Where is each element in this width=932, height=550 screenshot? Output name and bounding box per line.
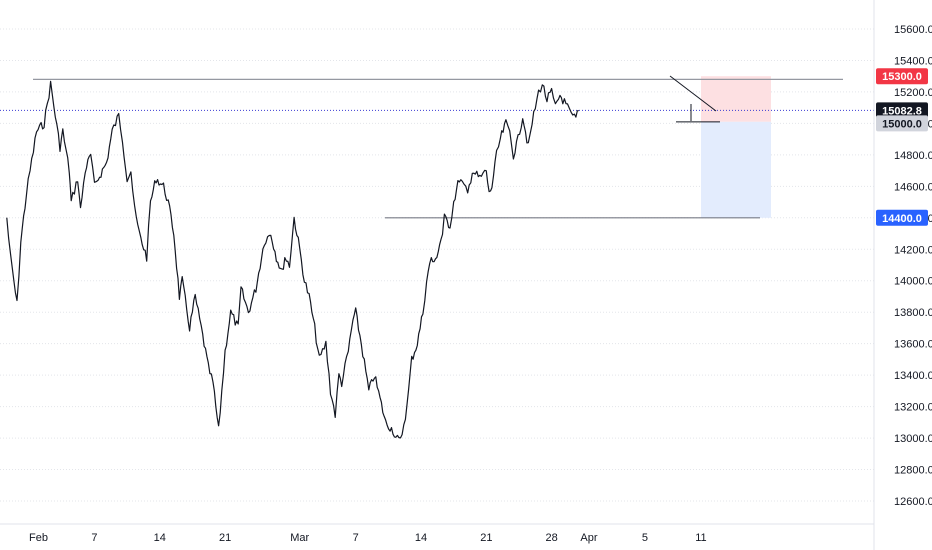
y-tick-label: 15400.0 [894, 55, 932, 67]
x-tick-label: 7 [353, 532, 359, 544]
risk-zone [701, 76, 771, 122]
position-zones [701, 76, 771, 218]
x-tick-label: 5 [642, 532, 648, 544]
price-line [6, 80, 579, 439]
stop-price-badge: 14400.0 [882, 213, 922, 225]
y-tick-label: 14200.0 [894, 244, 932, 256]
y-tick-label: 13800.0 [894, 307, 932, 319]
x-tick-label: 11 [695, 532, 706, 544]
y-tick-label: 12800.0 [894, 465, 932, 477]
x-tick-label: Mar [290, 532, 309, 544]
x-axis-ticks: Feb 7 14 21 Mar 7 14 21 28 Apr 5 11 [29, 532, 707, 544]
x-tick-label: 21 [219, 532, 231, 544]
y-tick-label: 14600.0 [894, 181, 932, 193]
x-tick-label: 21 [480, 532, 492, 544]
x-tick-label: 7 [91, 532, 97, 544]
reward-zone [701, 121, 771, 218]
x-tick-label: 28 [546, 532, 558, 544]
target-price-badge-bg [876, 68, 928, 85]
last-price-badge: 15082.8 [882, 105, 922, 117]
target-price-badge: 15300.0 [882, 71, 922, 83]
y-tick-label: 13200.0 [894, 402, 932, 414]
y-tick-label: 12600.0 [894, 496, 932, 508]
y-tick-label: 15600.0 [894, 24, 932, 36]
x-tick-label: Apr [580, 532, 597, 544]
x-tick-label: Feb [29, 532, 48, 544]
y-tick-label: 15200.0 [894, 87, 932, 99]
price-series [6, 80, 579, 439]
horizontal-levels [0, 78, 874, 219]
y-tick-label: 13600.0 [894, 339, 932, 351]
y-tick-label: 14000.0 [894, 276, 932, 288]
x-tick-label: 14 [154, 532, 166, 544]
last-price-badge-bg [876, 102, 928, 119]
y-tick-label: 13000.0 [894, 433, 932, 445]
level-price-badge: 15000.0 [882, 118, 922, 130]
flag-trendline [669, 75, 717, 112]
level-price-badge-bg [876, 115, 928, 132]
trend-drawings [669, 75, 717, 121]
y-tick-label: 13400.0 [894, 370, 932, 382]
stop-price-badge-bg [876, 209, 928, 226]
y-tick-label: 14800.0 [894, 150, 932, 162]
x-tick-label: 14 [415, 532, 427, 544]
